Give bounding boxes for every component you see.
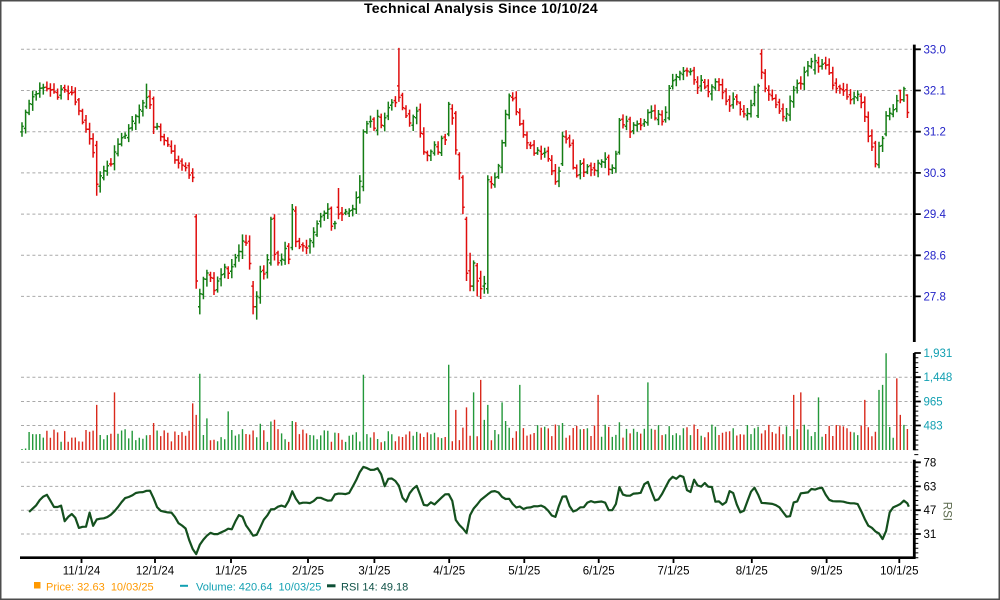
- svg-text:31.2: 31.2: [924, 127, 946, 139]
- svg-text:11/1/24: 11/1/24: [63, 566, 101, 578]
- svg-text:31: 31: [924, 529, 937, 541]
- svg-text:2/1/25: 2/1/25: [292, 566, 324, 578]
- svg-text:78: 78: [924, 457, 937, 469]
- svg-text:32.1: 32.1: [924, 86, 946, 98]
- svg-text:1,931: 1,931: [924, 348, 953, 360]
- svg-text:965: 965: [924, 397, 943, 409]
- svg-text:3/1/25: 3/1/25: [358, 566, 390, 578]
- svg-text:Technical Analysis Since 10/10: Technical Analysis Since 10/10/24: [364, 0, 598, 16]
- svg-text:4/1/25: 4/1/25: [433, 566, 465, 578]
- svg-text:1,448: 1,448: [924, 372, 953, 384]
- svg-text:RSI: RSI: [940, 502, 952, 521]
- svg-text:8/1/25: 8/1/25: [736, 566, 768, 578]
- svg-text:47: 47: [924, 505, 937, 517]
- svg-text:63: 63: [924, 481, 937, 493]
- svg-text:10/1/25: 10/1/25: [880, 566, 918, 578]
- svg-text:RSI 14: 49.18: RSI 14: 49.18: [341, 582, 408, 594]
- svg-text:1/1/25: 1/1/25: [215, 566, 247, 578]
- svg-text:28.6: 28.6: [924, 250, 946, 262]
- svg-text:12/1/24: 12/1/24: [136, 566, 175, 578]
- svg-text:5/1/25: 5/1/25: [508, 566, 540, 578]
- svg-text:483: 483: [924, 421, 943, 433]
- svg-text:Volume: 420.64 10/03/25: Volume: 420.64 10/03/25: [196, 582, 321, 594]
- svg-text:7/1/25: 7/1/25: [658, 566, 690, 578]
- svg-text:30.3: 30.3: [924, 168, 946, 180]
- svg-text:29.4: 29.4: [924, 209, 947, 221]
- svg-text:6/1/25: 6/1/25: [583, 566, 615, 578]
- svg-text:Price: 32.63 10/03/25: Price: 32.63 10/03/25: [46, 582, 154, 594]
- svg-text:9/1/25: 9/1/25: [811, 566, 843, 578]
- svg-text:33.0: 33.0: [924, 44, 946, 56]
- svg-text:27.8: 27.8: [924, 291, 946, 303]
